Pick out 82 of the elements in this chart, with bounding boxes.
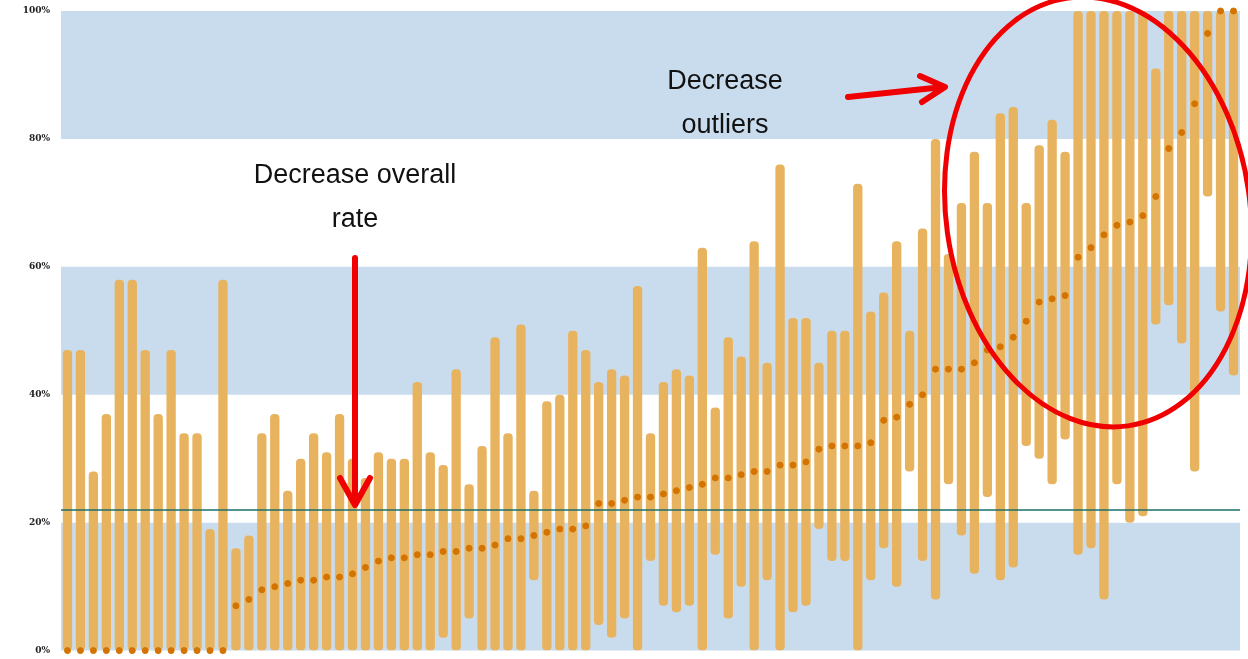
bar <box>464 484 474 619</box>
bar <box>632 286 643 651</box>
bar <box>1086 11 1096 549</box>
bar <box>917 228 928 562</box>
bar <box>1060 151 1070 440</box>
bar <box>658 381 669 606</box>
bar <box>1008 106 1018 568</box>
bar <box>1164 11 1174 306</box>
bar <box>270 413 280 651</box>
bar <box>1099 11 1109 600</box>
y-tick-label: 80% <box>28 133 51 144</box>
bar <box>438 465 448 638</box>
annotation: Decrease outliers <box>666 64 784 141</box>
bar <box>749 241 759 651</box>
bar <box>386 458 397 651</box>
y-tick-label: 40% <box>28 389 51 400</box>
bar <box>542 401 552 651</box>
bar <box>697 247 707 651</box>
bar <box>321 452 332 651</box>
bar <box>892 241 902 587</box>
bar <box>982 202 993 498</box>
bar <box>866 311 876 581</box>
bar <box>399 458 409 651</box>
bar <box>619 375 630 619</box>
bar <box>956 202 967 536</box>
bar <box>594 381 604 626</box>
bar <box>1138 11 1148 517</box>
bar <box>827 330 837 562</box>
bar <box>995 113 1005 581</box>
bar <box>581 349 591 651</box>
bar <box>671 369 682 613</box>
y-tick-label: 60% <box>28 261 51 272</box>
bar <box>373 452 384 651</box>
bar <box>516 324 526 651</box>
bar <box>684 375 695 606</box>
y-tick-label: 20% <box>28 517 51 528</box>
bar <box>308 433 319 651</box>
bar <box>1112 11 1122 485</box>
bar <box>969 151 980 574</box>
bar <box>244 535 254 651</box>
bar <box>529 490 539 581</box>
bar <box>555 394 565 651</box>
bar <box>943 254 954 485</box>
bar <box>477 445 487 651</box>
bar <box>283 490 293 651</box>
bar <box>1047 119 1057 485</box>
bar <box>1125 11 1135 523</box>
annotation: Decrease overall rate <box>252 158 458 235</box>
y-tick-label: 100% <box>22 5 51 16</box>
bar <box>490 337 500 651</box>
bar <box>1151 68 1161 325</box>
bar <box>568 330 578 651</box>
bar <box>762 362 772 581</box>
bar <box>1073 11 1083 555</box>
bar <box>723 337 733 619</box>
bar <box>334 413 345 651</box>
bar <box>1202 11 1213 197</box>
bar <box>788 318 798 613</box>
bar <box>412 381 422 651</box>
bar <box>930 138 941 600</box>
bar <box>1021 202 1031 446</box>
bar <box>231 548 241 651</box>
bar <box>1034 145 1044 459</box>
bar <box>904 330 915 472</box>
bar <box>736 356 746 587</box>
bar <box>1177 11 1187 344</box>
bar <box>853 183 863 651</box>
bar <box>879 292 889 549</box>
bar <box>296 458 306 651</box>
bar <box>840 330 850 562</box>
bar <box>775 164 785 651</box>
bar <box>503 433 513 651</box>
bar <box>1189 11 1200 472</box>
bar <box>425 452 435 651</box>
bar <box>645 433 656 562</box>
bar <box>257 433 267 651</box>
bar <box>710 407 720 555</box>
bar <box>801 318 811 606</box>
y-tick-label: 0% <box>35 644 51 655</box>
bar <box>814 362 824 530</box>
bar <box>606 369 617 638</box>
bar <box>451 369 461 651</box>
